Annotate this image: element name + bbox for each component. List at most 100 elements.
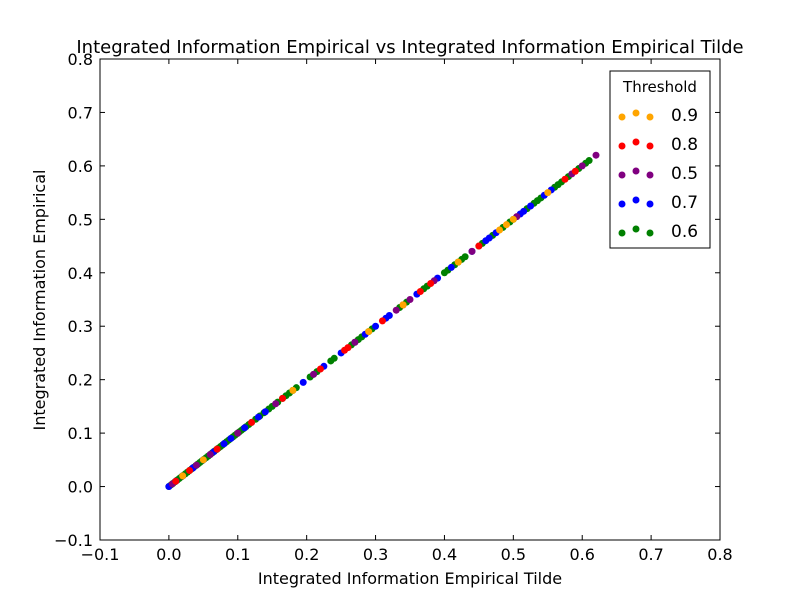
legend-marker bbox=[618, 171, 626, 179]
legend-item: 0.6 bbox=[618, 222, 698, 242]
data-point bbox=[447, 263, 455, 271]
x-tick-label: −0.1 bbox=[81, 545, 120, 564]
data-point bbox=[241, 424, 249, 432]
data-point bbox=[179, 472, 187, 480]
chart-title: Integrated Information Empirical vs Inte… bbox=[76, 37, 743, 58]
legend-marker bbox=[632, 109, 640, 117]
x-tick-label: 0.5 bbox=[501, 545, 526, 564]
series-0.9 bbox=[179, 189, 552, 480]
legend-marker bbox=[632, 225, 640, 233]
legend-marker bbox=[646, 200, 654, 208]
data-point bbox=[351, 338, 359, 346]
y-tick-label: 0.0 bbox=[68, 478, 93, 497]
legend-marker bbox=[618, 113, 626, 121]
data-point bbox=[172, 477, 180, 485]
legend-label: 0.6 bbox=[671, 222, 698, 242]
data-point bbox=[468, 247, 476, 255]
legend: Threshold 0.9 0.8 0.5 0.7 0.6 bbox=[609, 70, 711, 249]
legend-marker bbox=[646, 142, 654, 150]
data-point bbox=[192, 461, 200, 469]
legend-item: 0.9 bbox=[618, 106, 698, 126]
data-point bbox=[316, 365, 324, 373]
data-point bbox=[527, 202, 535, 210]
x-tick-label: 0.8 bbox=[707, 545, 732, 564]
legend-marker bbox=[618, 229, 626, 237]
data-point bbox=[254, 413, 262, 421]
series-0.5 bbox=[168, 151, 600, 488]
legend-box bbox=[609, 70, 711, 249]
legend-title: Threshold bbox=[622, 78, 697, 96]
data-point bbox=[372, 322, 380, 330]
data-point bbox=[199, 456, 207, 464]
data-point bbox=[416, 287, 424, 295]
data-point bbox=[330, 354, 338, 362]
legend-label: 0.7 bbox=[671, 193, 698, 213]
series-0.8 bbox=[172, 167, 579, 485]
y-tick-label: 0.7 bbox=[68, 103, 93, 122]
legend-marker bbox=[646, 171, 654, 179]
legend-label: 0.5 bbox=[671, 164, 698, 184]
legend-marker bbox=[618, 142, 626, 150]
legend-marker bbox=[646, 229, 654, 237]
x-tick-label: 0.1 bbox=[225, 545, 250, 564]
legend-marker bbox=[632, 196, 640, 204]
data-point bbox=[365, 328, 373, 336]
data-point bbox=[310, 370, 318, 378]
y-tick-label: −0.1 bbox=[54, 531, 93, 550]
y-tick-label: 0.6 bbox=[68, 157, 93, 176]
data-point bbox=[509, 215, 517, 223]
data-point bbox=[406, 296, 414, 303]
x-tick-label: 0.4 bbox=[432, 545, 457, 564]
ticks-layer: −0.1 0.0 0.1 0.2 0.3 0.4 0.5 0.6 0.7 0.8 −0.1 0.0 0.… bbox=[54, 50, 733, 564]
data-point bbox=[341, 346, 349, 354]
data-point bbox=[475, 242, 483, 250]
data-point bbox=[544, 189, 552, 197]
data-point bbox=[454, 258, 462, 266]
data-point bbox=[206, 450, 214, 458]
data-point bbox=[520, 207, 528, 215]
points-layer bbox=[165, 151, 600, 491]
data-point bbox=[220, 440, 228, 448]
x-axis-label: Integrated Information Empirical Tilde bbox=[258, 569, 562, 588]
legend-marker bbox=[632, 138, 640, 146]
data-point bbox=[378, 317, 386, 325]
legend-items: 0.9 0.8 0.5 0.7 0.6 bbox=[618, 106, 698, 242]
legend-label: 0.9 bbox=[671, 106, 698, 126]
data-point bbox=[234, 429, 242, 437]
data-point bbox=[502, 221, 510, 229]
y-tick-label: 0.4 bbox=[68, 264, 93, 283]
x-tick-label: 0.3 bbox=[363, 545, 388, 564]
y-tick-label: 0.1 bbox=[68, 424, 93, 443]
legend-marker bbox=[646, 113, 654, 121]
x-tick-label: 0.0 bbox=[156, 545, 181, 564]
data-point bbox=[578, 162, 586, 170]
data-point bbox=[279, 394, 287, 402]
data-point bbox=[289, 386, 297, 394]
y-tick-label: 0.2 bbox=[68, 371, 93, 390]
x-tick-label: 0.7 bbox=[638, 545, 663, 564]
data-point bbox=[461, 253, 469, 261]
data-point bbox=[261, 408, 269, 416]
plot-frame bbox=[99, 58, 721, 541]
data-point bbox=[496, 226, 504, 234]
data-point bbox=[392, 306, 400, 314]
legend-item: 0.8 bbox=[618, 135, 698, 155]
y-tick-label: 0.5 bbox=[68, 210, 93, 229]
legend-item: 0.5 bbox=[618, 164, 698, 184]
data-point bbox=[248, 418, 256, 426]
data-point bbox=[399, 301, 407, 309]
x-tick-label: 0.6 bbox=[569, 545, 594, 564]
data-point bbox=[592, 151, 600, 159]
x-tick-label: 0.2 bbox=[294, 545, 319, 564]
legend-marker bbox=[618, 200, 626, 208]
data-point bbox=[186, 467, 194, 475]
legend-marker bbox=[632, 167, 640, 175]
data-point bbox=[213, 445, 221, 453]
data-point bbox=[482, 237, 490, 245]
y-tick-label: 0.8 bbox=[68, 50, 93, 69]
data-point bbox=[272, 400, 280, 408]
data-point bbox=[427, 279, 435, 287]
legend-item: 0.7 bbox=[618, 193, 698, 213]
data-point bbox=[299, 378, 307, 386]
